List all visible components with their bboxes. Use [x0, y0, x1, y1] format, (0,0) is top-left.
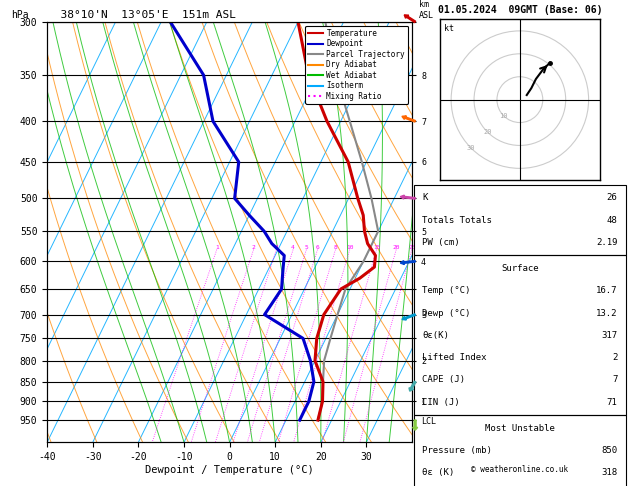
Text: 2.19: 2.19 — [596, 238, 618, 247]
Text: 10: 10 — [499, 113, 508, 119]
Text: θε (K): θε (K) — [422, 468, 455, 477]
Text: Pressure (mb): Pressure (mb) — [422, 446, 493, 455]
Text: 10: 10 — [346, 244, 353, 250]
Text: Lifted Index: Lifted Index — [422, 353, 487, 362]
Text: 2: 2 — [612, 353, 618, 362]
Text: CAPE (J): CAPE (J) — [422, 375, 465, 384]
Text: 4: 4 — [291, 244, 295, 250]
X-axis label: Dewpoint / Temperature (°C): Dewpoint / Temperature (°C) — [145, 465, 314, 475]
Text: Dewp (°C): Dewp (°C) — [422, 309, 470, 317]
Text: CIN (J): CIN (J) — [422, 398, 460, 407]
Text: km
ASL: km ASL — [420, 0, 434, 20]
Bar — [414, 185, 626, 255]
Bar — [414, 415, 626, 486]
Text: Surface: Surface — [501, 264, 538, 273]
Text: 3: 3 — [274, 244, 278, 250]
Text: 5: 5 — [304, 244, 308, 250]
Text: 15: 15 — [373, 244, 381, 250]
Text: PW (cm): PW (cm) — [422, 238, 460, 247]
Text: Temp (°C): Temp (°C) — [422, 286, 470, 295]
Text: θε(K): θε(K) — [422, 331, 449, 340]
Text: 01.05.2024  09GMT (Base: 06): 01.05.2024 09GMT (Base: 06) — [438, 5, 602, 15]
Legend: Temperature, Dewpoint, Parcel Trajectory, Dry Adiabat, Wet Adiabat, Isotherm, Mi: Temperature, Dewpoint, Parcel Trajectory… — [305, 26, 408, 104]
Text: 7: 7 — [612, 375, 618, 384]
Text: 20: 20 — [392, 244, 400, 250]
Text: 25: 25 — [408, 244, 416, 250]
Text: 38°10'N  13°05'E  151m ASL: 38°10'N 13°05'E 151m ASL — [47, 10, 236, 20]
Text: 1: 1 — [215, 244, 219, 250]
Text: 26: 26 — [606, 193, 618, 203]
Text: 16.7: 16.7 — [596, 286, 618, 295]
Text: hPa: hPa — [11, 10, 28, 20]
Text: kt: kt — [444, 24, 454, 33]
Text: 850: 850 — [601, 446, 618, 455]
Text: 8: 8 — [333, 244, 337, 250]
Text: Totals Totals: Totals Totals — [422, 216, 493, 225]
Text: 30: 30 — [467, 145, 476, 152]
Text: Most Unstable: Most Unstable — [485, 424, 555, 433]
Text: 71: 71 — [606, 398, 618, 407]
Text: K: K — [422, 193, 428, 203]
Bar — [414, 255, 626, 415]
Text: © weatheronline.co.uk: © weatheronline.co.uk — [471, 465, 569, 474]
Text: 13.2: 13.2 — [596, 309, 618, 317]
Text: 48: 48 — [606, 216, 618, 225]
Text: 2: 2 — [252, 244, 255, 250]
Text: 20: 20 — [483, 129, 492, 135]
Text: 6: 6 — [316, 244, 320, 250]
Text: 318: 318 — [601, 468, 618, 477]
Text: 317: 317 — [601, 331, 618, 340]
